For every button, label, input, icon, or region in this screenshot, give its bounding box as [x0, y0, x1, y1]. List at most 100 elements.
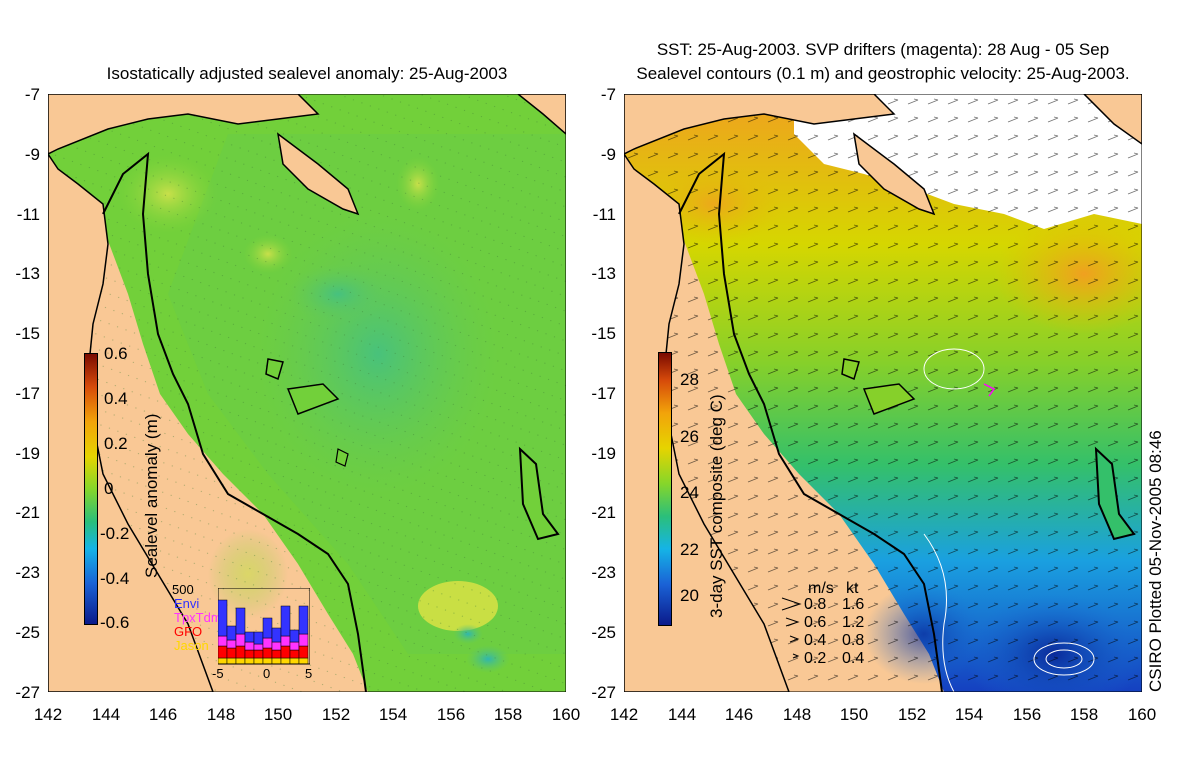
inset-bar-segment — [253, 649, 264, 659]
inset-bar-segment — [253, 657, 264, 665]
inset-bar-segment — [262, 647, 273, 659]
right-lon-tick: 146 — [724, 705, 754, 724]
sst-colorbar-tick: 22 — [680, 540, 699, 559]
left-lat-tick: -25 — [15, 623, 40, 642]
inset-bar-segment — [235, 657, 246, 665]
inset-bar-segment — [226, 625, 237, 641]
inset-bar-segment — [271, 641, 282, 651]
inset-legend-gfo: GFO — [174, 624, 203, 639]
sst-colorbar — [658, 352, 672, 626]
inset-xtick: -5 — [212, 666, 224, 681]
right-lat-tick: -17 — [591, 384, 616, 403]
inset-bar-segment — [280, 657, 291, 665]
left-lat-tick: -15 — [15, 324, 40, 343]
right-lon-tick: 154 — [954, 705, 984, 724]
sealevel-colorbar-label: Sealevel anomaly (m) — [142, 413, 161, 578]
left-lat-tick: -19 — [15, 444, 40, 463]
inset-bar-segment — [218, 635, 228, 647]
inset-bar-segment — [218, 657, 228, 665]
inset-legend-envi: Envi — [174, 596, 200, 611]
right-map — [624, 94, 1142, 692]
inset-bar-segment — [226, 657, 237, 665]
inset-bar-segment — [253, 643, 264, 651]
left-lat-tick: -21 — [15, 503, 40, 522]
sealevel-contour — [1033, 642, 1095, 676]
sealevel-colorbar — [84, 353, 98, 625]
velocity-legend-ms: 0.4 — [804, 632, 827, 649]
sealevel-colorbar-ticks: 0.6 0.4 0.2 0 -0.2 -0.4 -0.6 — [100, 344, 144, 634]
left-lon-tick: 150 — [263, 705, 293, 724]
inset-bar-segment — [253, 631, 264, 645]
velocity-legend-header-ms: m/s — [808, 580, 834, 597]
inset-bar-segment — [244, 649, 255, 659]
right-lon-tick: 150 — [839, 705, 869, 724]
velocity-legend-kt: 1.6 — [842, 596, 865, 613]
sealevel-colorbar-tick: -0.6 — [100, 613, 130, 632]
inset-xtick: 5 — [305, 666, 313, 681]
left-lon-tick: 160 — [551, 705, 581, 724]
right-lon-tick: 156 — [1012, 705, 1042, 724]
right-map-title-line2: Sealevel contours (0.1 m) and geostrophi… — [636, 64, 1130, 83]
left-lat-tick: -11 — [16, 205, 40, 224]
inset-bar-segment — [271, 627, 282, 643]
velocity-legend-ms: 0.6 — [804, 614, 827, 631]
right-lon-tick: 142 — [609, 705, 639, 724]
left-lon-tick: 148 — [206, 705, 236, 724]
left-lon-tick: 154 — [378, 705, 408, 724]
sealevel-contour — [923, 348, 985, 390]
inset-bar-segment — [235, 633, 246, 647]
inset-legend-jason: Jason — [174, 638, 209, 653]
inset-bar-segment — [244, 641, 255, 651]
left-lon-tick: 146 — [148, 705, 178, 724]
left-lon-tick: 156 — [436, 705, 466, 724]
sealevel-colorbar-tick: -0.4 — [100, 569, 130, 588]
velocity-legend-kt: 0.8 — [842, 632, 865, 649]
sst-colorbar-label: 3-day SST composite (deg C) — [707, 394, 726, 618]
right-lat-tick: -25 — [591, 623, 616, 642]
inset-bar-segment — [289, 641, 300, 651]
sealevel-colorbar-tick: 0.4 — [104, 389, 128, 408]
left-lat-tick: -13 — [15, 264, 40, 283]
inset-bar-segment — [271, 649, 282, 659]
right-lat-tick: -15 — [591, 324, 616, 343]
sealevel-colorbar-tick: 0.2 — [104, 434, 128, 453]
left-lon-tick: 142 — [33, 705, 63, 724]
inset-bar-segment — [235, 645, 246, 659]
sst-colorbar-tick: 26 — [680, 427, 699, 446]
inset-bar-segment — [218, 645, 228, 659]
inset-bar-segment — [235, 607, 246, 635]
inset-bar-segment — [280, 645, 291, 659]
inset-bar-segment — [298, 633, 309, 647]
velocity-legend: m/s kt 0.8 1.6 0.6 1.2 0.4 0.8 0.2 0.4 — [780, 580, 880, 670]
velocity-legend-ms: 0.8 — [804, 596, 827, 613]
velocity-legend-kt: 0.4 — [842, 650, 865, 667]
inset-bar-segment — [262, 637, 273, 649]
left-lat-tick: -9 — [24, 145, 40, 164]
left-lat-tick: -23 — [15, 563, 40, 582]
right-lat-tick: -9 — [600, 145, 616, 164]
inset-bar-segment — [280, 605, 291, 637]
right-lon-tick: 148 — [782, 705, 812, 724]
drifter-track — [983, 383, 996, 397]
sst-colorbar-tick: 24 — [680, 483, 699, 502]
left-lon-tick: 152 — [321, 705, 351, 724]
inset-bar-segment — [226, 639, 237, 649]
velocity-legend-header-kt: kt — [846, 580, 859, 597]
inset-bar-segment — [244, 657, 255, 665]
sealevel-colorbar-tick: 0 — [104, 479, 114, 498]
left-map-title: Isostatically adjusted sealevel anomaly:… — [106, 64, 508, 83]
right-lat-tick: -13 — [591, 264, 616, 283]
right-lon-tick: 152 — [897, 705, 927, 724]
left-land-png — [48, 94, 320, 155]
altimeter-inset: 500 Envi TpxTdm GFO Jason -5 0 5 — [172, 582, 317, 684]
right-lon-tick: 158 — [1069, 705, 1099, 724]
plot-credit: CSIRO Plotted 05-Nov-2005 08:46 — [1146, 430, 1165, 692]
left-lon-tick: 158 — [493, 705, 523, 724]
right-lat-tick: -23 — [591, 563, 616, 582]
left-lat-tick: -7 — [24, 85, 40, 104]
left-lat-tick: -27 — [15, 683, 40, 702]
right-lon-tick: 160 — [1127, 705, 1157, 724]
sst-colorbar-tick: 28 — [680, 370, 699, 389]
inset-legend-tpxtdm: TpxTdm — [174, 610, 222, 625]
left-lon-tick: 144 — [91, 705, 121, 724]
